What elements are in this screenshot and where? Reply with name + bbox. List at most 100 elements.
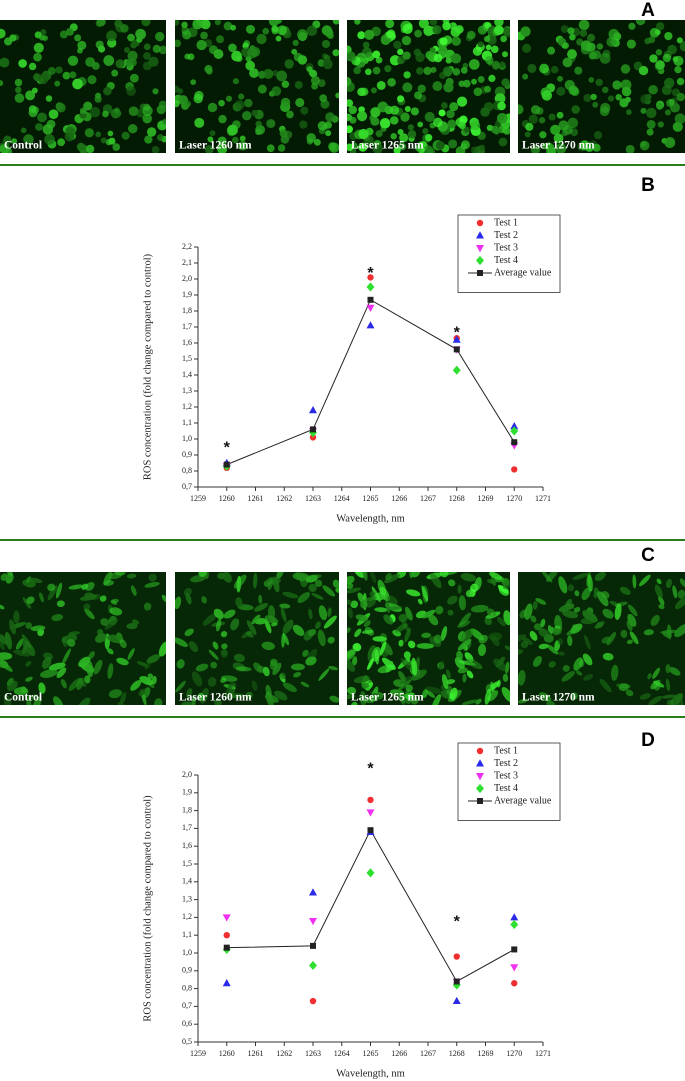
cell [411, 657, 418, 676]
cell [427, 53, 436, 62]
data-point [222, 914, 231, 922]
cell [95, 131, 102, 138]
cell [629, 631, 639, 645]
cell [197, 692, 205, 701]
cell [428, 614, 439, 626]
cell [557, 638, 564, 645]
cell [276, 572, 284, 579]
x-tick-label: 1267 [420, 494, 436, 503]
cell [387, 595, 398, 605]
cell [347, 686, 357, 695]
cell [561, 130, 568, 137]
cell [496, 656, 506, 668]
cell [417, 84, 426, 93]
cell [558, 576, 568, 594]
cell [247, 47, 258, 59]
cell [672, 585, 678, 599]
cell [423, 66, 432, 75]
cell [502, 582, 510, 590]
x-tick-label: 1260 [219, 494, 235, 503]
cell [144, 135, 153, 144]
cell [414, 29, 422, 38]
cell [527, 63, 537, 73]
cell [625, 689, 634, 697]
cell [158, 641, 166, 657]
cell [257, 84, 267, 94]
cell [674, 66, 682, 74]
cell [595, 78, 603, 87]
legend-box [457, 742, 561, 821]
cell [281, 80, 290, 88]
cell [458, 595, 467, 611]
cell [648, 85, 658, 95]
cell [364, 29, 375, 40]
cell [484, 102, 494, 112]
cell [11, 138, 18, 144]
cell [430, 573, 442, 589]
cell [297, 592, 311, 604]
cell [525, 122, 534, 131]
cell [110, 598, 119, 604]
cell [398, 613, 408, 622]
image-caption: Control [4, 692, 42, 704]
cell [640, 94, 651, 105]
cell [25, 622, 33, 629]
cell [43, 652, 53, 660]
data-point [511, 946, 518, 953]
cell [314, 579, 323, 588]
cell [147, 673, 154, 680]
cell [114, 572, 126, 576]
cell [3, 694, 11, 705]
cell [143, 43, 151, 51]
cell [186, 688, 193, 698]
cell [404, 105, 411, 112]
cell [207, 136, 214, 143]
cell [279, 603, 291, 609]
cell [530, 615, 537, 623]
cell [531, 145, 541, 153]
cell [13, 649, 31, 657]
cell [125, 58, 134, 67]
cell [347, 77, 352, 86]
cell [390, 105, 400, 115]
cell [95, 633, 107, 643]
cell [14, 93, 25, 103]
x-tick-label: 1264 [334, 494, 350, 503]
significance-marker: * [367, 265, 374, 282]
cell [648, 36, 656, 44]
cell [569, 33, 576, 41]
x-tick-label: 1270 [506, 1049, 522, 1058]
data-point [511, 439, 518, 446]
legend-label: Test 2 [494, 758, 518, 769]
cell [363, 695, 379, 704]
cell [457, 639, 472, 651]
cell [212, 641, 219, 650]
cell [594, 621, 605, 629]
cell [135, 29, 147, 40]
cell [264, 615, 279, 624]
cell [417, 598, 423, 605]
cell [42, 124, 54, 135]
cell [426, 690, 436, 698]
cell [268, 119, 276, 127]
cell [78, 656, 91, 668]
cell [313, 138, 321, 146]
cell [184, 628, 194, 637]
cell [403, 71, 411, 79]
cell [376, 80, 386, 90]
cell [249, 68, 259, 78]
cell [116, 657, 129, 666]
cell [457, 620, 471, 628]
cell [279, 129, 288, 138]
cell [198, 572, 207, 578]
cell [404, 627, 411, 643]
cell [414, 91, 423, 100]
cell [445, 679, 456, 685]
cell [442, 21, 451, 31]
cell [586, 42, 596, 52]
cell [522, 73, 529, 80]
y-tick-label: 1,2 [182, 912, 192, 921]
cell [28, 62, 37, 71]
y-tick-label: 2,1 [182, 258, 192, 267]
